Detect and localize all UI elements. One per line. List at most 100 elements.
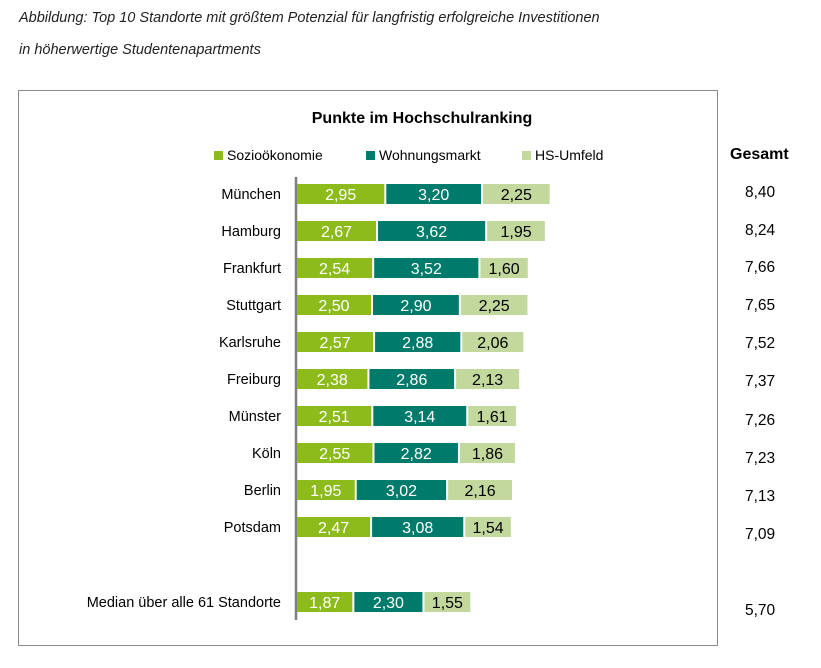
data-label: 2,30 [373,595,404,612]
total-value: 7,66 [745,259,776,276]
data-label: 2,13 [472,372,503,389]
bar-segment [459,443,516,463]
bar-segment [297,221,377,241]
data-label: 2,57 [319,335,350,352]
bar-segment [374,443,458,463]
category-label: München [221,187,281,203]
data-label: 3,08 [402,520,433,537]
bar-segment [424,592,471,612]
bar-segment [487,221,545,241]
bar-segment [297,258,373,278]
chart-title: Punkte im Hochschulranking [312,110,532,127]
total-value: 5,70 [745,602,776,619]
category-label: Median über alle 61 Standorte [87,595,281,611]
category-label: Stuttgart [226,298,281,314]
data-label: 2,88 [402,335,433,352]
bar-segment [297,332,374,352]
data-label: 1,55 [432,595,463,612]
category-label: Hamburg [221,224,281,240]
data-label: 3,14 [404,409,435,426]
bar-segment [456,369,520,389]
data-label: 1,95 [310,483,341,500]
category-label: Köln [252,446,281,462]
data-label: 2,95 [325,187,356,204]
legend-swatch-2 [366,151,375,160]
total-column-header: Gesamt [730,146,789,163]
total-value: 7,52 [745,335,776,352]
bar-segment [369,369,455,389]
bar-segment [483,184,550,204]
data-label: 3,02 [386,483,417,500]
data-label: 3,20 [418,187,449,204]
category-label: Münster [229,409,282,425]
bar-segment [372,517,464,537]
legend-swatch-1 [214,151,223,160]
data-label: 2,25 [501,187,532,204]
data-label: 2,51 [319,409,350,426]
bar-segment [465,517,511,537]
data-label: 2,47 [318,520,349,537]
bar-segment [462,332,524,352]
legend-swatch-3 [522,151,531,160]
legend-label-3: HS-Umfeld [535,147,603,163]
bar-segment [378,221,486,241]
data-label: 2,55 [319,446,350,463]
total-value: 7,09 [745,526,776,543]
bar-segment [356,480,447,500]
data-label: 3,62 [416,224,447,241]
data-label: 1,61 [476,409,507,426]
data-label: 2,90 [400,298,431,315]
bar-segment [448,480,513,500]
bar-segment [373,295,459,315]
bar-segment [297,517,371,537]
legend-label-1: Sozioökonomie [227,147,323,163]
bar-segment [297,480,355,500]
data-label: 1,54 [473,520,504,537]
bar-segment [297,184,385,204]
data-label: 1,60 [488,261,519,278]
category-label: Karlsruhe [219,335,281,351]
total-value: 7,37 [745,373,776,390]
category-label: Berlin [244,483,281,499]
total-value: 8,40 [745,184,776,201]
bar-segment [468,406,516,426]
total-value: 7,13 [745,488,776,505]
data-label: 1,95 [500,224,531,241]
bar-segment [386,184,482,204]
category-label: Potsdam [224,520,281,536]
bar-segment [297,406,372,426]
data-label: 1,86 [472,446,503,463]
category-label: Freiburg [227,372,281,388]
chart-frame [18,90,718,646]
bar-segment [354,592,423,612]
data-label: 2,38 [317,372,348,389]
bar-segment [460,295,528,315]
bar-segment [297,369,368,389]
total-value: 7,65 [745,297,776,314]
figure-caption-line-2: in höherwertige Studentenapartments [19,42,261,58]
data-label: 1,87 [309,595,340,612]
bar-segment [297,443,373,463]
data-label: 3,52 [411,261,442,278]
data-label: 2,54 [319,261,350,278]
data-label: 2,16 [465,483,496,500]
bar-segment [297,592,353,612]
data-label: 2,82 [401,446,432,463]
total-value: 8,24 [745,222,776,239]
data-label: 2,67 [321,224,352,241]
total-value: 7,26 [745,412,776,429]
figure-caption-line-1: Abbildung: Top 10 Standorte mit größtem … [19,10,600,26]
bar-segment [297,295,371,315]
data-label: 2,50 [318,298,349,315]
legend-label-2: Wohnungsmarkt [379,147,481,163]
bar-segment [480,258,528,278]
category-label: Frankfurt [223,261,281,277]
data-label: 2,86 [396,372,427,389]
bar-segment [373,406,467,426]
data-label: 2,25 [479,298,510,315]
bar-segment [374,258,479,278]
data-label: 2,06 [477,335,508,352]
total-value: 7,23 [745,450,776,467]
bar-segment [375,332,461,352]
